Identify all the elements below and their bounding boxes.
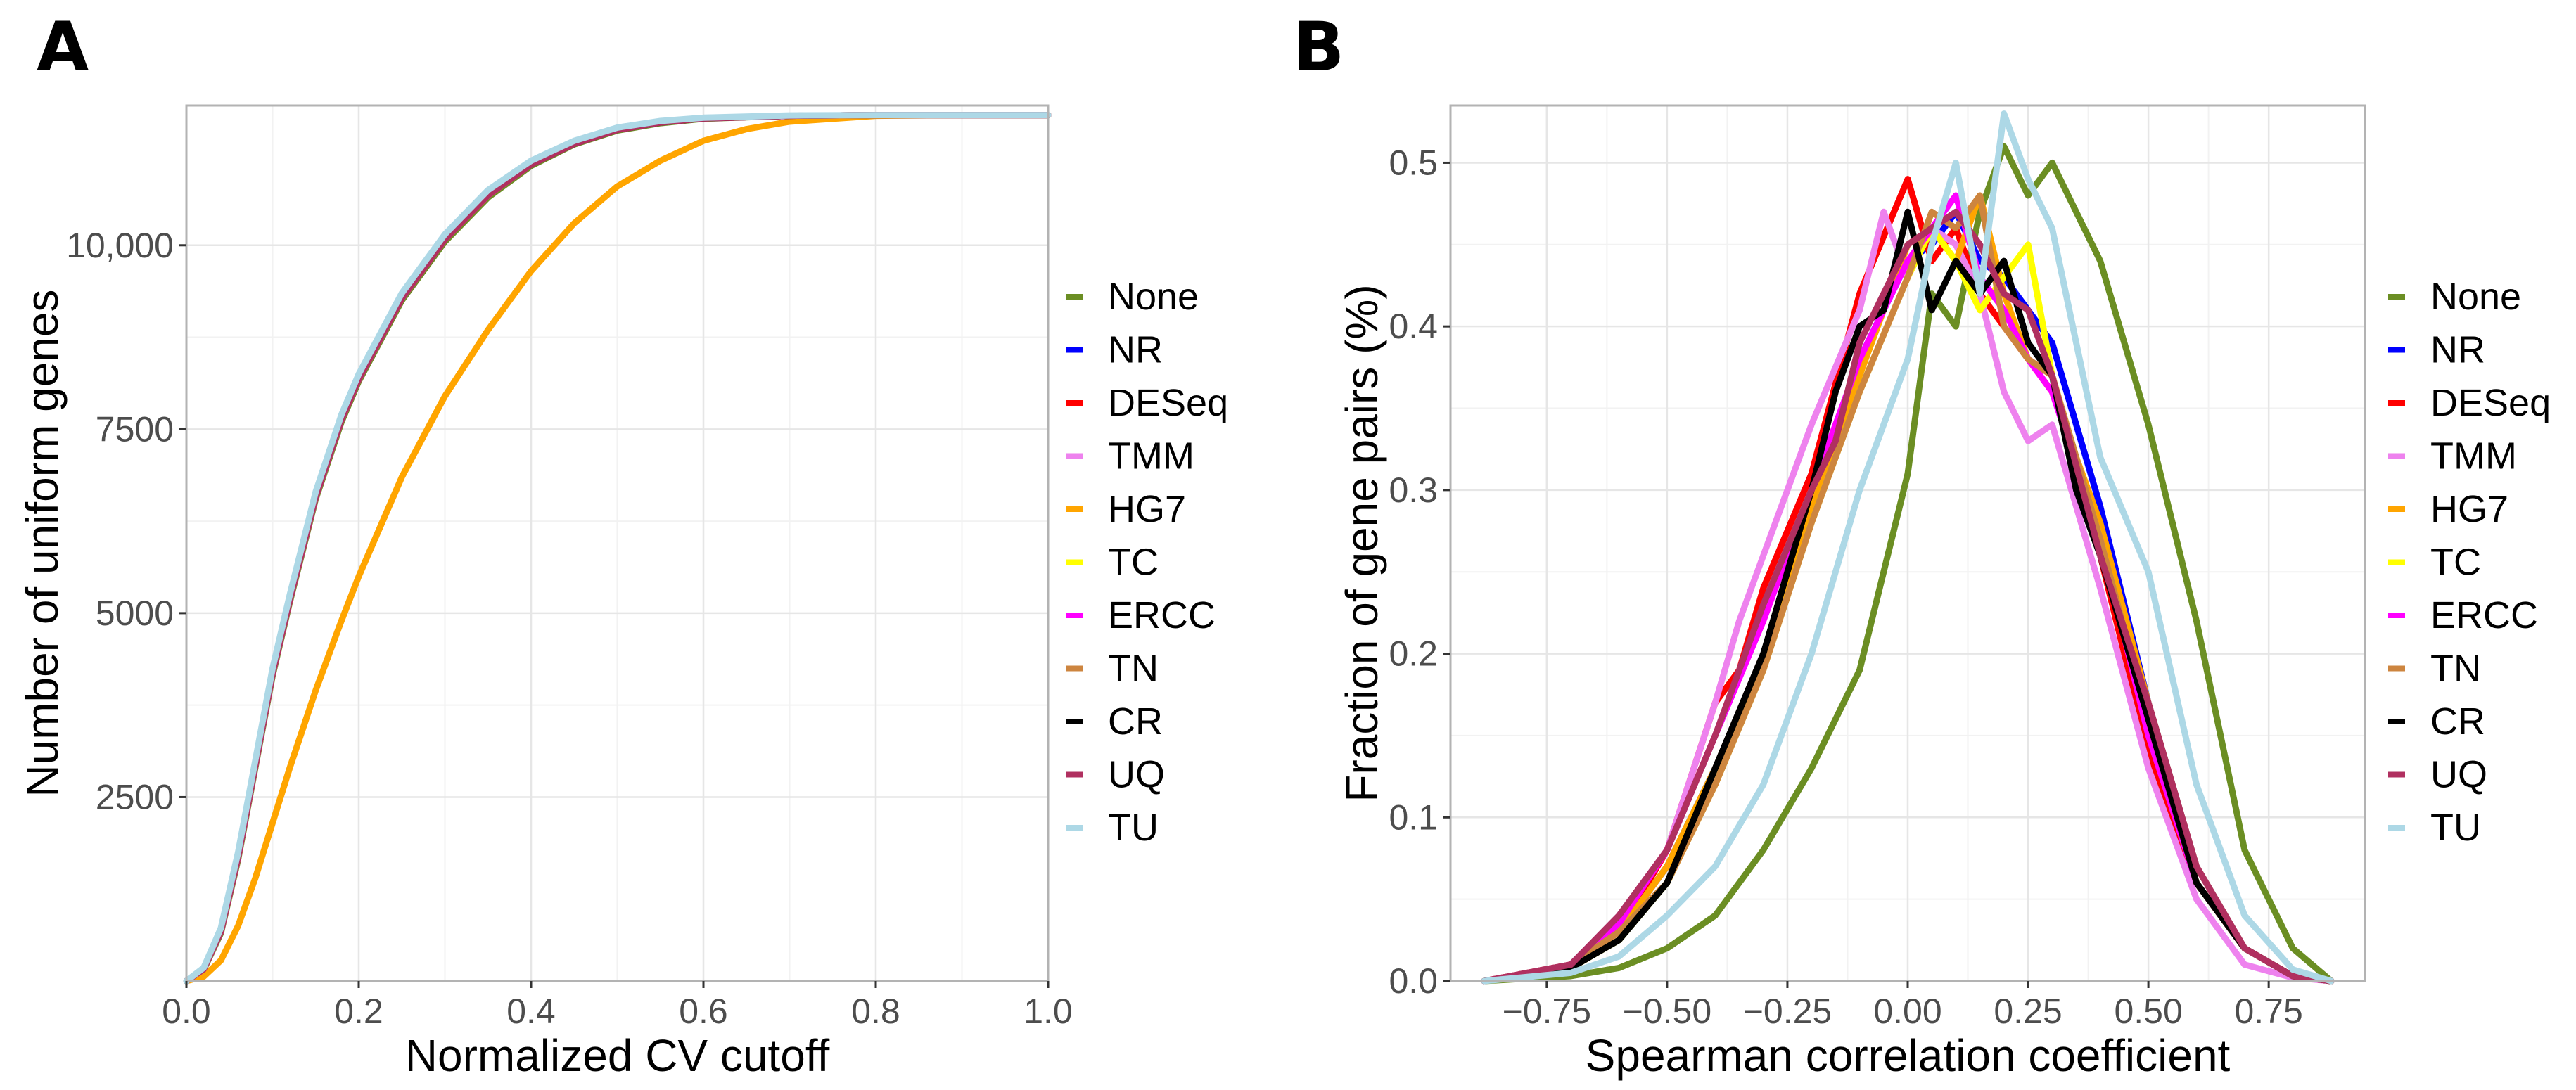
legend-label-cr: CR xyxy=(1108,700,1163,743)
x-tick-label: 0.00 xyxy=(1873,992,1941,1031)
series-line-tu xyxy=(1481,110,2335,985)
x-tick-label: −0.50 xyxy=(1623,992,1712,1031)
y-tick-label: 0.5 xyxy=(1389,143,1438,182)
series-line-uq xyxy=(1481,208,2335,985)
series-line-cr xyxy=(1481,208,2335,985)
y-tick-label: 0.1 xyxy=(1389,797,1438,837)
legend-label-none: None xyxy=(2430,276,2521,318)
legend-label-ercc: ERCC xyxy=(1108,594,1216,636)
legend-label-tn: TN xyxy=(1108,648,1159,690)
y-tick-label: 10,000 xyxy=(66,226,174,265)
legend-label-tu: TU xyxy=(1108,807,1159,849)
legend-label-deseq: DESeq xyxy=(2430,382,2551,424)
panel-b-label: B xyxy=(1293,8,1344,86)
x-tick-label: 0.4 xyxy=(506,992,556,1031)
panel-b-x-ticks: −0.75 −0.50 −0.25 0.00 0.25 0.50 0.75 xyxy=(1503,981,2303,1031)
x-tick-label: −0.25 xyxy=(1743,992,1832,1031)
panel-b-y-ticks: 0.0 0.1 0.2 0.3 0.4 0.5 xyxy=(1389,143,1450,1001)
y-tick-label: 0.2 xyxy=(1389,634,1438,674)
y-tick-label: 0.3 xyxy=(1389,470,1438,510)
panel-b-legend: None NR DESeq TMM HG7 TC ERCC TN CR UQ TU xyxy=(2388,276,2551,849)
panel-a-x-ticks: 0.0 0.2 0.4 0.6 0.8 1.0 xyxy=(162,981,1073,1031)
panel-b-y-axis-title: Fraction of gene pairs (%) xyxy=(1337,284,1387,802)
x-tick-label: 1.0 xyxy=(1024,992,1073,1031)
series-line-tu xyxy=(183,112,1052,985)
series-line-hg7 xyxy=(183,112,1052,985)
legend-label-tc: TC xyxy=(2430,541,2481,584)
legend-label-tc: TC xyxy=(1108,541,1159,584)
panel-a-label: A xyxy=(37,8,89,86)
panel-a: A 0.0 0.2 0.4 0.6 0.8 1.0 25005000750010,000 … xyxy=(17,8,1228,1081)
legend-label-nr: NR xyxy=(2430,329,2485,371)
panel-b-grid xyxy=(1450,105,2365,982)
panel-b-series xyxy=(1481,110,2335,985)
panel-a-y-axis-title: Number of uniform genes xyxy=(17,289,68,797)
x-tick-label: 0.6 xyxy=(679,992,728,1031)
x-tick-label: 0.2 xyxy=(334,992,383,1031)
x-tick-label: 0.8 xyxy=(851,992,900,1031)
legend-label-deseq: DESeq xyxy=(1108,382,1228,424)
y-tick-label: 0.0 xyxy=(1389,961,1438,1001)
legend-label-tmm: TMM xyxy=(1108,435,1194,477)
panel-b-x-axis-title: Spearman correlation coefficient xyxy=(1586,1030,2231,1081)
panel-a-x-axis-title: Normalized CV cutoff xyxy=(405,1030,830,1081)
legend-label-cr: CR xyxy=(2430,700,2485,743)
legend-label-none: None xyxy=(1108,276,1199,318)
legend-label-tu: TU xyxy=(2430,807,2481,849)
x-tick-label: 0.0 xyxy=(162,992,211,1031)
panel-a-grid xyxy=(185,105,1050,981)
legend-label-nr: NR xyxy=(1108,329,1163,371)
panel-b: B −0.75 −0.50 −0.25 0.00 0.25 0.50 0.75 0.0 0.1… xyxy=(1293,8,2551,1081)
x-tick-label: −0.75 xyxy=(1503,992,1592,1031)
x-tick-label: 0.25 xyxy=(1994,992,2062,1031)
x-tick-label: 0.50 xyxy=(2114,992,2182,1031)
y-tick-label: 7500 xyxy=(96,409,174,449)
legend-label-hg7: HG7 xyxy=(1108,488,1186,530)
x-tick-label: 0.75 xyxy=(2234,992,2302,1031)
panel-a-plot-border xyxy=(185,104,1050,982)
legend-label-ercc: ERCC xyxy=(2430,594,2538,636)
panel-a-legend: None NR DESeq TMM HG7 TC ERCC TN CR UQ TU xyxy=(1066,276,1228,849)
y-tick-label: 2500 xyxy=(96,777,174,816)
y-tick-label: 5000 xyxy=(96,594,174,633)
legend-label-tn: TN xyxy=(2430,648,2481,690)
legend-label-uq: UQ xyxy=(2430,754,2487,796)
y-tick-label: 0.4 xyxy=(1389,307,1438,346)
legend-label-hg7: HG7 xyxy=(2430,488,2508,530)
legend-label-uq: UQ xyxy=(1108,754,1165,796)
panel-a-series xyxy=(183,112,1052,985)
panel-a-y-ticks: 2500 5000 7500 10,000 xyxy=(66,226,186,816)
legend-label-tmm: TMM xyxy=(2430,435,2517,477)
